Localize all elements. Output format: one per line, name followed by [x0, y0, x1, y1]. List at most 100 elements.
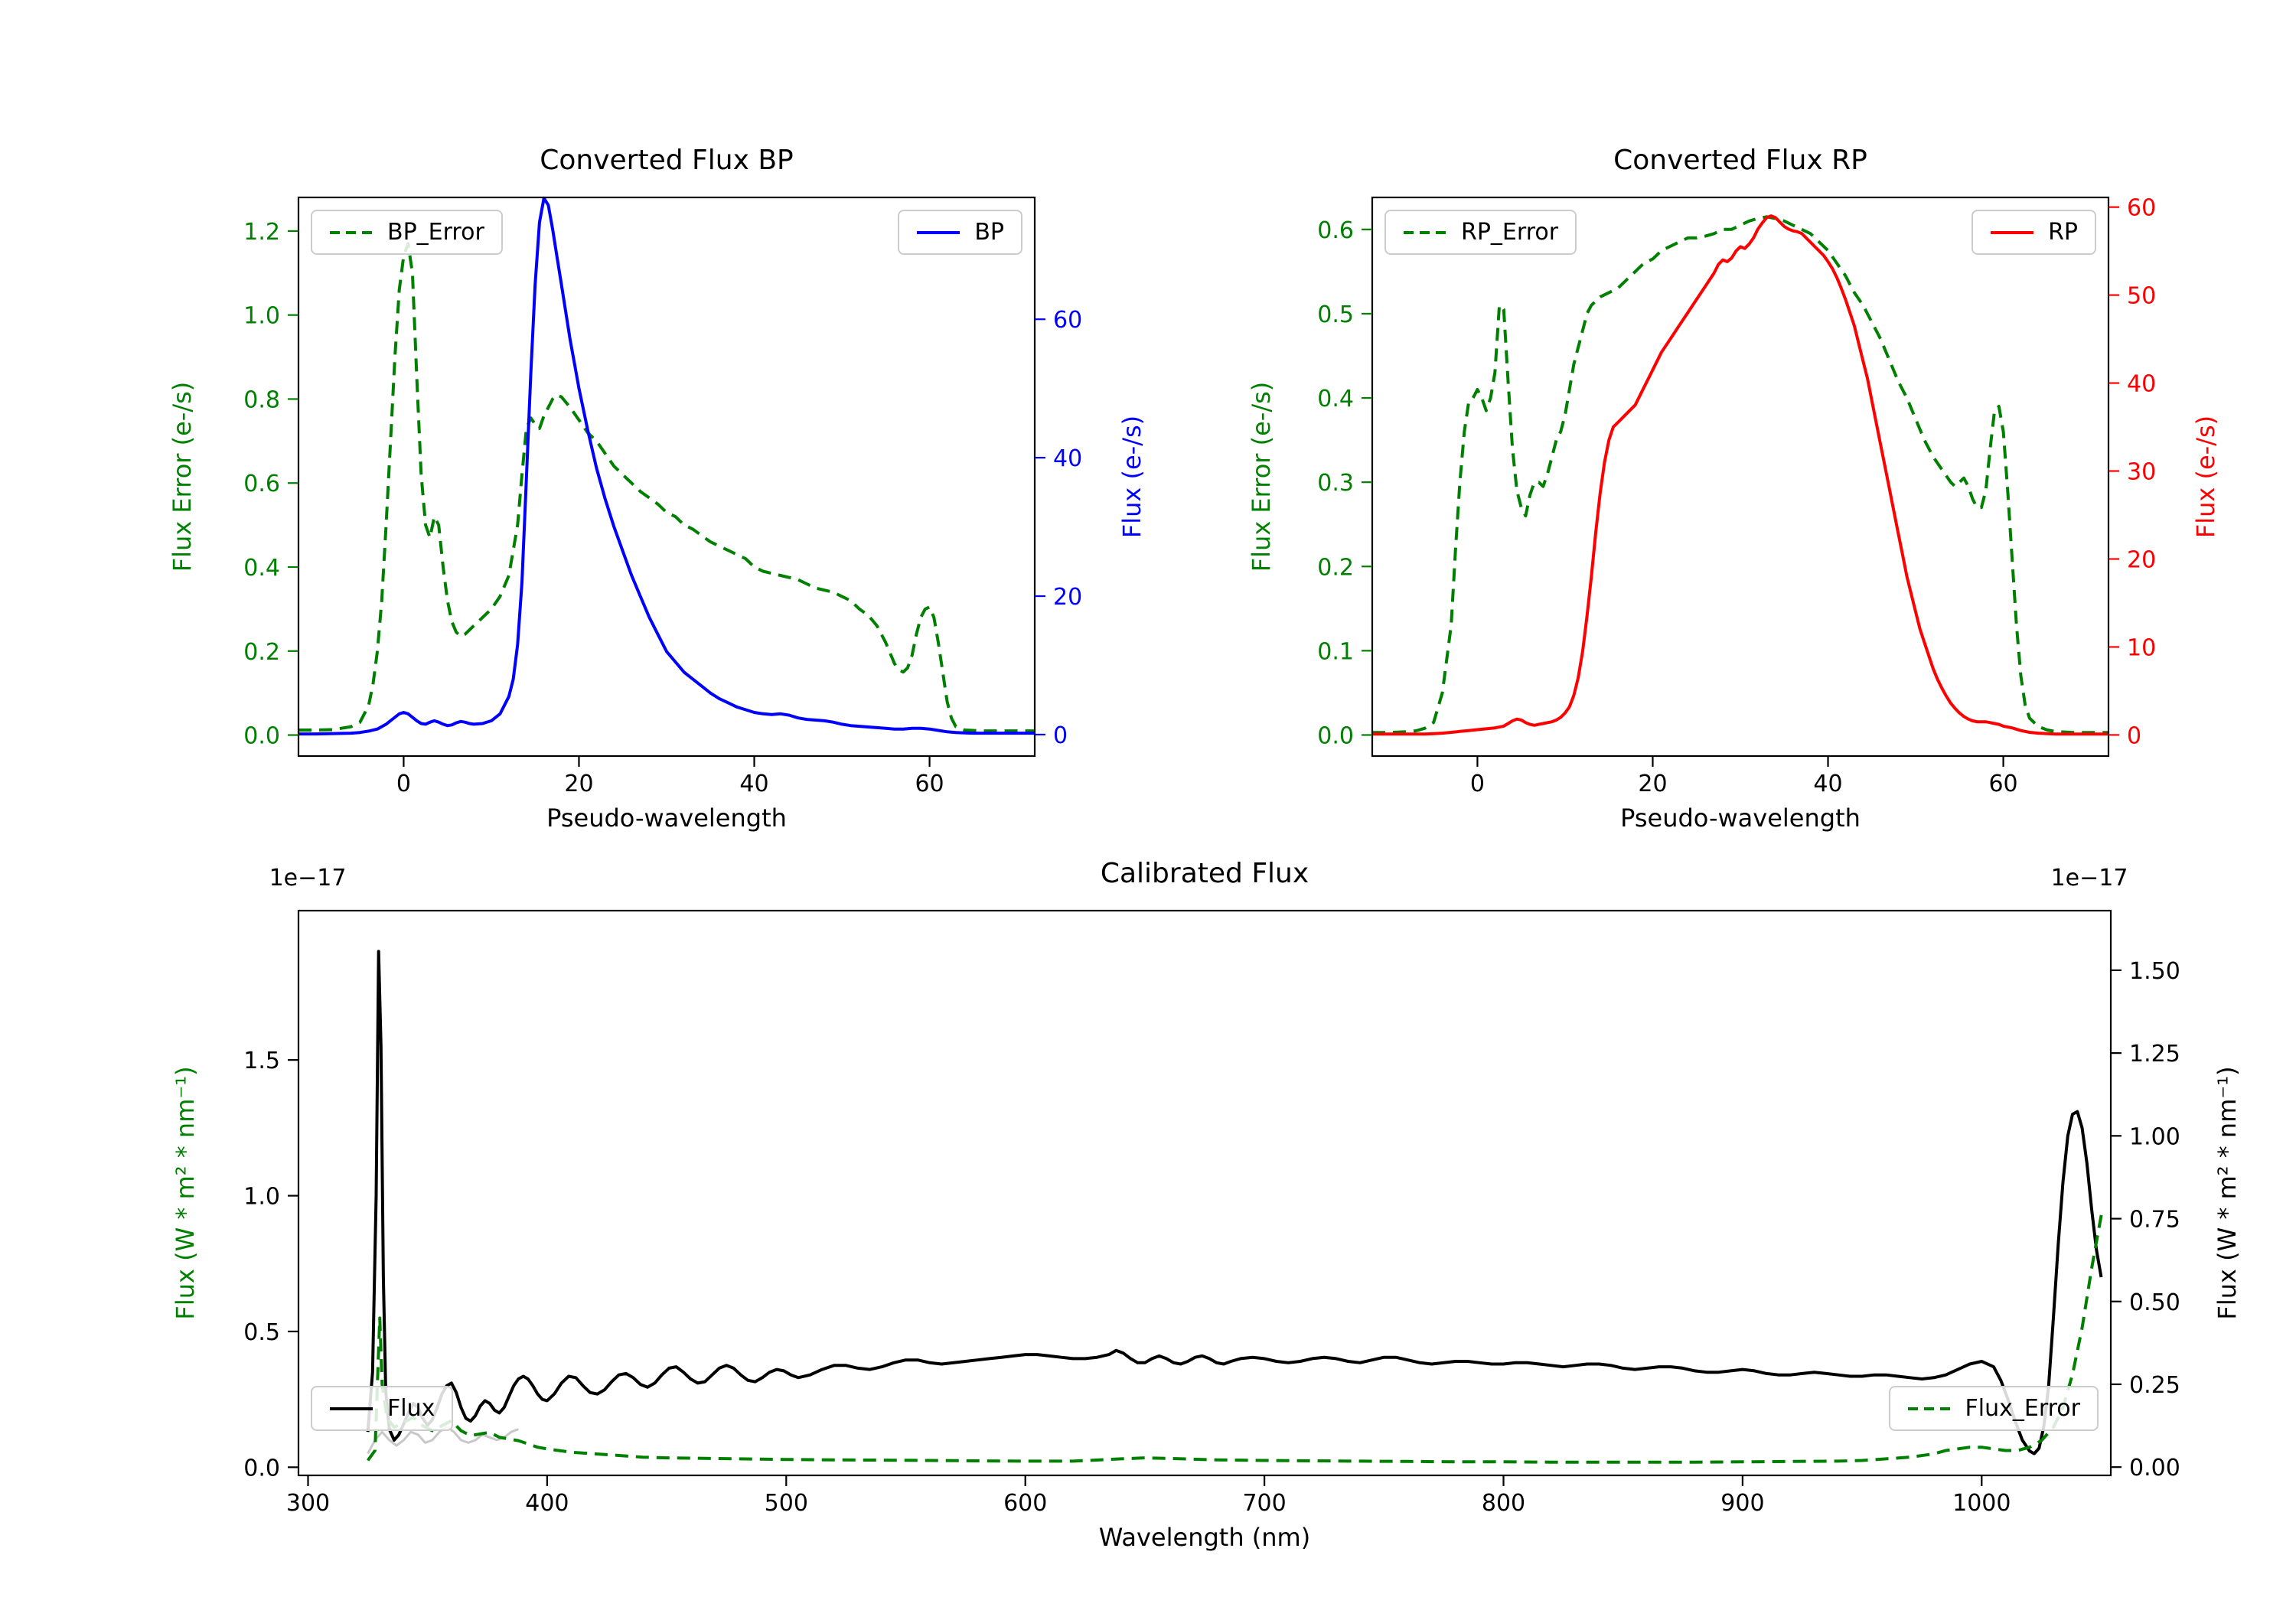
- x-axis-label-bp: Pseudo-wavelength: [546, 804, 787, 833]
- svg-text:700: 700: [1242, 1490, 1286, 1517]
- svg-text:0.2: 0.2: [1317, 554, 1354, 581]
- x-axis-ticks: 0 20 40 60: [1470, 756, 2018, 797]
- legend-rp: RP: [1971, 210, 2096, 255]
- right-axis-ticks: 0 10 20 30 40 50 60: [2108, 195, 2156, 749]
- svg-text:0.1: 0.1: [1317, 638, 1354, 665]
- series-bp-error: [298, 242, 1035, 733]
- offset-text-left: 1e−17: [269, 865, 347, 892]
- svg-text:0.4: 0.4: [1317, 386, 1354, 412]
- subplot-calibrated-flux: Calibrated Flux 1e−17 1e−17 Flux (W * m²…: [171, 858, 2242, 1552]
- svg-text:1.25: 1.25: [2129, 1041, 2180, 1068]
- svg-text:20: 20: [564, 771, 593, 797]
- svg-text:1.0: 1.0: [243, 1184, 280, 1211]
- svg-text:1.2: 1.2: [243, 219, 280, 246]
- svg-text:0: 0: [1053, 722, 1068, 749]
- svg-text:0.50: 0.50: [2129, 1289, 2180, 1316]
- svg-text:1.5: 1.5: [243, 1048, 280, 1074]
- svg-text:20: 20: [1638, 771, 1667, 797]
- plot-area-bp: 0 20 40 60 0.0 0.2 0.4 0.6 0.8 1.0 1.2 0 20 40 60: [243, 196, 1082, 797]
- plot-area-calibrated: 300 400 500 600 700 800 900 10000.00.51.01.50.0…: [243, 909, 2180, 1517]
- x-axis-ticks: 300 400 500 600 700 800 900 1000: [286, 1475, 2011, 1517]
- svg-text:60: 60: [2127, 195, 2156, 222]
- y-axis-label-left-calibrated: Flux (W * m² * nm⁻¹): [171, 1066, 200, 1320]
- svg-text:300: 300: [286, 1490, 330, 1517]
- axes-frame: [1371, 196, 2110, 758]
- svg-text:40: 40: [1053, 445, 1082, 472]
- svg-text:500: 500: [765, 1490, 808, 1517]
- right-axis-ticks: 0.00 0.25 0.50 0.75 1.00 1.25 1.50: [2111, 958, 2180, 1482]
- x-axis-label-calibrated: Wavelength (nm): [1098, 1523, 1311, 1552]
- left-axis-ticks: 0.0 0.1 0.2 0.3 0.4 0.5 0.6: [1317, 217, 1372, 749]
- series-group: [298, 196, 1035, 736]
- legend-rp-error: RP_Error: [1384, 210, 1577, 255]
- left-axis-ticks: 0.0 0.2 0.4 0.6 0.8 1.0 1.2: [243, 219, 298, 750]
- svg-text:1.50: 1.50: [2129, 958, 2180, 985]
- chart-title-bp: Converted Flux BP: [540, 145, 794, 176]
- svg-text:60: 60: [1988, 771, 2017, 797]
- plot-area-rp: 0 20 40 60 0.0 0.1 0.2 0.3 0.4 0.5 0.6 0 10 20 30 40 50 6…: [1317, 195, 2156, 797]
- svg-text:20: 20: [2127, 546, 2156, 573]
- left-axis-ticks: 0.0 0.5 1.0 1.5: [243, 1048, 298, 1482]
- series-group: [1372, 214, 2108, 736]
- legend-label-rp: RP: [2048, 219, 2078, 246]
- svg-text:0.0: 0.0: [1317, 722, 1354, 749]
- legend-label-flux: Flux: [387, 1395, 435, 1422]
- legend-label-bp-error: BP_Error: [387, 219, 484, 246]
- series-rp-error: [1372, 215, 2108, 735]
- y-axis-label-left-bp: Flux Error (e-/s): [168, 381, 197, 572]
- svg-text:0.00: 0.00: [2129, 1455, 2180, 1482]
- svg-text:10: 10: [2127, 634, 2156, 661]
- y-axis-label-right-bp: Flux (e-/s): [1117, 415, 1146, 539]
- svg-text:1.00: 1.00: [2129, 1123, 2180, 1150]
- svg-text:0.25: 0.25: [2129, 1372, 2180, 1399]
- svg-text:20: 20: [1053, 584, 1082, 611]
- svg-text:0.75: 0.75: [2129, 1207, 2180, 1234]
- offset-text-right: 1e−17: [2050, 865, 2128, 892]
- legend-label-bp: BP: [974, 219, 1004, 246]
- svg-text:60: 60: [915, 771, 944, 797]
- svg-text:0: 0: [1470, 771, 1485, 797]
- legend-label-rp-error: RP_Error: [1461, 219, 1559, 246]
- svg-text:0.4: 0.4: [243, 555, 280, 582]
- legend-flux: Flux: [311, 1386, 454, 1431]
- svg-text:50: 50: [2127, 283, 2156, 310]
- svg-text:0.0: 0.0: [243, 1455, 280, 1482]
- svg-text:900: 900: [1720, 1490, 1764, 1517]
- axes-frame: [297, 909, 2112, 1477]
- subplot-converted-flux-bp: Converted Flux BP Flux Error (e-/s) Flux…: [168, 145, 1146, 833]
- chart-title-calibrated: Calibrated Flux: [1100, 858, 1309, 889]
- svg-text:30: 30: [2127, 459, 2156, 486]
- series-rp: [1372, 214, 2108, 736]
- legend-flux-error: Flux_Error: [1888, 1386, 2099, 1431]
- svg-text:1000: 1000: [1952, 1490, 2011, 1517]
- svg-text:400: 400: [525, 1490, 569, 1517]
- legend-bp-error: BP_Error: [311, 210, 503, 255]
- svg-text:0.3: 0.3: [1317, 470, 1354, 497]
- svg-text:0.6: 0.6: [1317, 217, 1354, 244]
- x-axis-ticks: 0 20 40 60: [396, 756, 944, 797]
- y-axis-label-right-rp: Flux (e-/s): [2191, 415, 2220, 539]
- series-flux-error: [366, 1208, 2105, 1464]
- legend-line-sample-rp-error: [1404, 230, 1446, 234]
- svg-text:0: 0: [2127, 722, 2141, 749]
- series-group: [366, 950, 2105, 1464]
- svg-text:40: 40: [1813, 771, 1842, 797]
- legend-line-sample-bp: [917, 230, 960, 234]
- svg-text:0.5: 0.5: [243, 1319, 280, 1346]
- legend-bp: BP: [898, 210, 1022, 255]
- subplot-converted-flux-rp: Converted Flux RP Flux Error (e-/s) Flux…: [1247, 145, 2220, 833]
- series-flux: [366, 950, 2103, 1455]
- y-axis-label-left-rp: Flux Error (e-/s): [1247, 381, 1276, 572]
- legend-label-flux-error: Flux_Error: [1965, 1395, 2080, 1422]
- svg-text:600: 600: [1003, 1490, 1047, 1517]
- svg-text:0.8: 0.8: [243, 386, 280, 413]
- legend-line-sample-flux: [330, 1407, 373, 1410]
- legend-line-sample-flux-error: [1907, 1407, 1951, 1410]
- chart-title-rp: Converted Flux RP: [1613, 145, 1867, 176]
- legend-line-sample-bp-error: [330, 230, 373, 234]
- svg-text:0.2: 0.2: [243, 639, 280, 666]
- svg-text:0.6: 0.6: [243, 471, 280, 497]
- svg-text:40: 40: [2127, 371, 2156, 398]
- svg-text:0.5: 0.5: [1317, 302, 1354, 328]
